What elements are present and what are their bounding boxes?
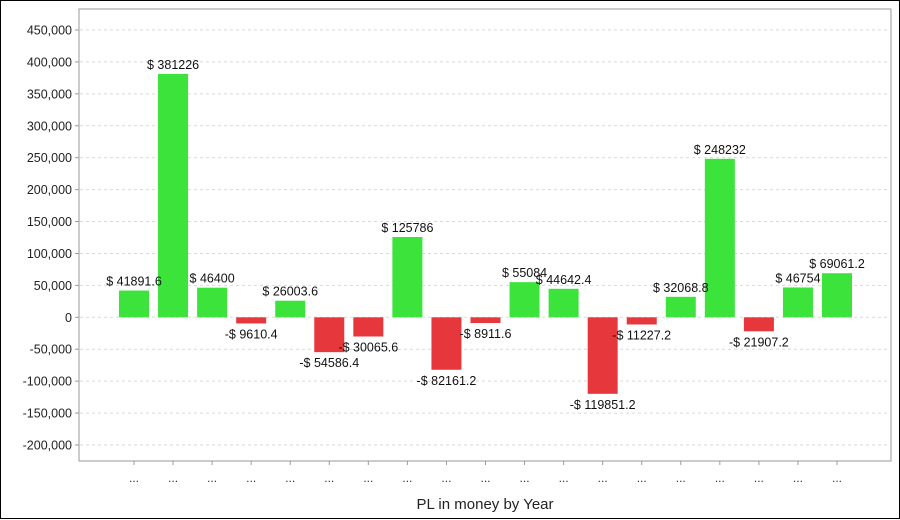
x-tick-label: ...	[363, 471, 373, 485]
x-tick-label: ...	[129, 471, 139, 485]
data-label: -$ 11227.2	[612, 328, 671, 342]
x-tick-label: ...	[520, 471, 530, 485]
x-tick-label: ...	[559, 471, 569, 485]
x-tick-label: ...	[480, 471, 490, 485]
bar	[665, 296, 696, 318]
bar	[197, 287, 228, 318]
bar	[119, 290, 149, 318]
y-tick-label: 50,000	[34, 279, 72, 293]
bar	[509, 282, 540, 318]
y-tick-label: -50,000	[30, 343, 72, 357]
y-tick-label: 100,000	[27, 247, 72, 261]
bar	[822, 273, 852, 318]
data-label: $ 381226	[147, 58, 199, 72]
data-label: $ 44642.4	[536, 273, 592, 287]
bar	[275, 300, 306, 318]
data-label: -$ 54586.4	[299, 356, 359, 370]
bar	[158, 73, 189, 318]
bars	[119, 73, 852, 394]
x-axis: ........................................…	[129, 461, 842, 485]
bar	[392, 236, 423, 318]
bar	[470, 317, 501, 323]
data-labels: $ 41891.6 $ 381226 $ 46400 -$ 9610.4 $ 26003…	[106, 58, 865, 412]
bar	[626, 317, 657, 325]
y-tick-label: 300,000	[27, 119, 72, 133]
gridlines	[80, 29, 890, 446]
data-label: -$ 30065.6	[338, 341, 398, 355]
bar	[782, 287, 813, 318]
bar	[314, 317, 345, 353]
bar	[236, 317, 267, 324]
y-tick-label: 350,000	[27, 87, 72, 101]
data-label: $ 125786	[381, 221, 433, 235]
data-label: $ 32068.8	[653, 281, 709, 295]
bar	[353, 317, 384, 337]
x-tick-label: ...	[441, 471, 451, 485]
data-label: -$ 9610.4	[225, 327, 278, 341]
bar	[587, 317, 618, 394]
y-axis: 450,000 400,000 350,000 300,000 250,000 200,0…	[23, 24, 79, 453]
data-label: $ 46754	[775, 271, 820, 285]
y-tick-label: 250,000	[27, 151, 72, 165]
x-tick-label: ...	[793, 471, 803, 485]
x-tick-label: ...	[832, 471, 842, 485]
bar	[704, 158, 735, 318]
bar	[743, 317, 774, 332]
data-label: $ 26003.6	[262, 285, 318, 299]
x-tick-label: ...	[285, 471, 295, 485]
y-tick-label: -100,000	[23, 375, 72, 389]
x-tick-label: ...	[168, 471, 178, 485]
y-tick-label: 200,000	[27, 183, 72, 197]
y-tick-label: 450,000	[27, 24, 72, 38]
data-label: $ 41891.6	[106, 275, 162, 289]
y-tick-label: 0	[65, 311, 72, 325]
y-tick-label: 400,000	[27, 55, 72, 69]
x-tick-label: ...	[402, 471, 412, 485]
data-label: $ 69061.2	[809, 257, 865, 271]
x-tick-label: ...	[207, 471, 217, 485]
x-tick-label: ...	[598, 471, 608, 485]
data-label: $ 248232	[694, 143, 746, 157]
data-label: $ 55084	[502, 266, 547, 280]
x-tick-label: ...	[324, 471, 334, 485]
y-tick-label: 150,000	[27, 215, 72, 229]
x-tick-label: ...	[637, 471, 647, 485]
x-tick-label: ...	[246, 471, 256, 485]
bar	[548, 288, 579, 318]
y-tick-label: -200,000	[23, 439, 72, 453]
data-label: $ 46400	[190, 272, 235, 286]
x-axis-title: PL in money by Year	[416, 496, 553, 513]
plot-area	[78, 8, 892, 462]
data-label: -$ 21907.2	[729, 335, 789, 349]
x-tick-label: ...	[754, 471, 764, 485]
bar	[431, 317, 462, 370]
y-tick-label: -150,000	[23, 407, 72, 421]
data-label: -$ 119851.2	[570, 398, 636, 412]
data-label: -$ 82161.2	[417, 374, 477, 388]
x-tick-label: ...	[715, 471, 725, 485]
data-label: -$ 8911.6	[460, 327, 512, 341]
x-tick-label: ...	[676, 471, 686, 485]
